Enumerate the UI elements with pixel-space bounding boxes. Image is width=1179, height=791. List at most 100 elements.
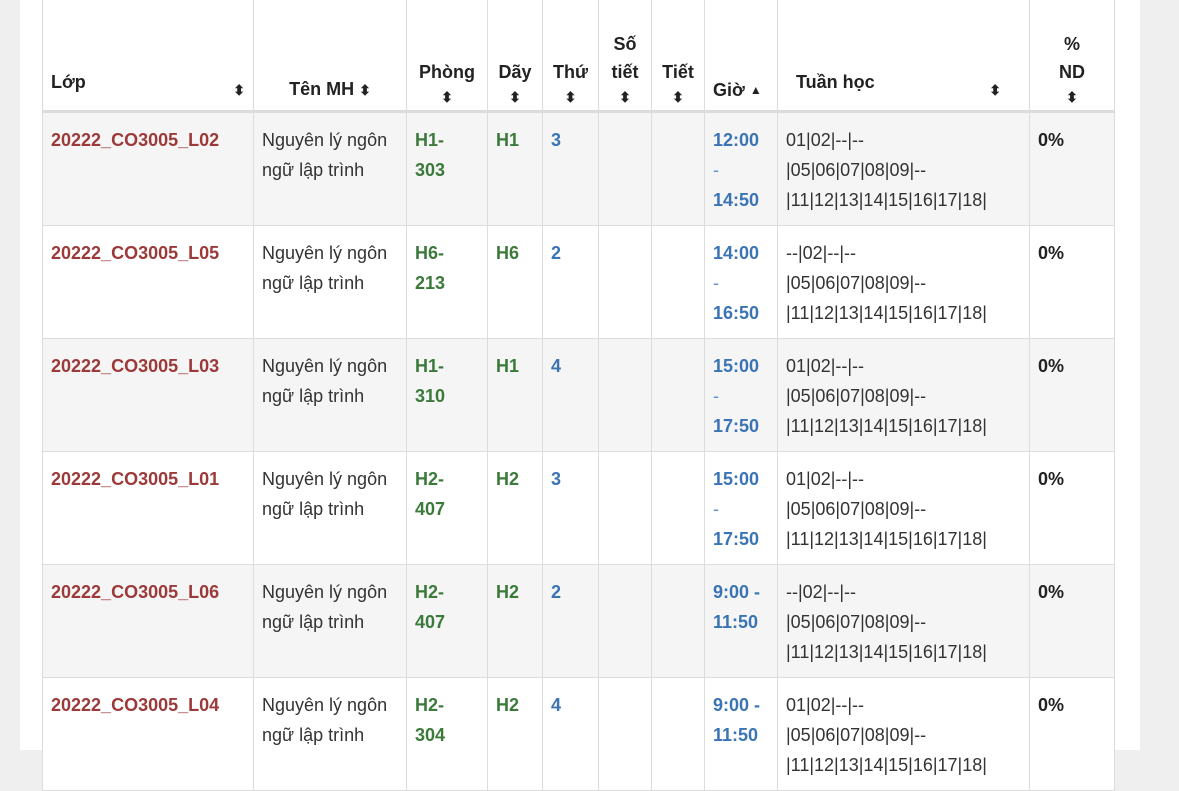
table-row[interactable]: 20222_CO3005_L02 Nguyên lý ngôn ngữ lập t…	[42, 111, 1115, 226]
content-panel: Lớp ⬍ Tên MH ⬍ Phòng ⬍ Dãy ⬍ Thứ ⬍ Số ti…	[20, 0, 1140, 791]
weeks-line: |11|12|13|14|15|16|17|18|	[786, 755, 987, 775]
room-prefix: H1-	[415, 130, 445, 150]
percent-nd: 0%	[1038, 695, 1065, 715]
weekday: 2	[551, 243, 562, 263]
weeks-line: |05|06|07|08|09|--	[786, 386, 927, 406]
sort-up-icon[interactable]: ▲	[749, 83, 762, 97]
weeks-cell: 01|02|--|-- |05|06|07|08|09|-- |11|12|13|1…	[777, 451, 1030, 565]
column-header-tuan-hoc[interactable]: Tuần học ⬍	[777, 0, 1030, 113]
time-separator: -	[713, 499, 719, 519]
class-code-cell[interactable]: 20222_CO3005_L01	[42, 451, 254, 565]
column-header-thu[interactable]: Thứ ⬍	[542, 0, 599, 113]
column-header-so-tiet[interactable]: Số tiết ⬍	[598, 0, 652, 113]
room-number: 213	[415, 273, 446, 293]
weeks-line: |11|12|13|14|15|16|17|18|	[786, 190, 987, 210]
class-code[interactable]: 20222_CO3005_L01	[51, 469, 220, 489]
percent-nd-cell: 0%	[1029, 338, 1115, 452]
column-header-phong[interactable]: Phòng ⬍	[406, 0, 488, 113]
building-cell: H1	[487, 338, 543, 452]
tiet-cell	[651, 451, 705, 565]
table-row[interactable]: 20222_CO3005_L03 Nguyên lý ngôn ngữ lập t…	[42, 338, 1115, 452]
weeks-cell: --|02|--|-- |05|06|07|08|09|-- |11|12|13|1…	[777, 564, 1030, 678]
weeks-cell: 01|02|--|-- |05|06|07|08|09|-- |11|12|13|1…	[777, 677, 1030, 791]
percent-nd-cell: 0%	[1029, 111, 1115, 226]
table-row[interactable]: 20222_CO3005_L05 Nguyên lý ngôn ngữ lập t…	[42, 225, 1115, 339]
weekday: 4	[551, 695, 562, 715]
class-code[interactable]: 20222_CO3005_L06	[51, 582, 220, 602]
class-code[interactable]: 20222_CO3005_L05	[51, 243, 220, 263]
table-row[interactable]: 20222_CO3005_L06 Nguyên lý ngôn ngữ lập t…	[42, 564, 1115, 678]
sort-icon[interactable]: ⬍	[359, 82, 371, 98]
room-cell: H6- 213	[406, 225, 488, 339]
sort-icon[interactable]: ⬍	[989, 82, 1001, 98]
class-code-cell[interactable]: 20222_CO3005_L04	[42, 677, 254, 791]
room-number: 310	[415, 386, 446, 406]
room-number: 303	[415, 160, 446, 180]
column-header-nd[interactable]: % ND ⬍	[1029, 0, 1115, 113]
time-cell: 15:00 - 17:50	[704, 338, 778, 452]
column-header-tiet[interactable]: Tiết ⬍	[651, 0, 705, 113]
sort-icon[interactable]: ⬍	[672, 89, 684, 105]
header-label: Dãy	[498, 62, 532, 82]
class-code[interactable]: 20222_CO3005_L04	[51, 695, 220, 715]
weeks-line: --|02|--|--	[786, 582, 857, 602]
weeks-line: 01|02|--|--	[786, 356, 865, 376]
header-label: Số	[613, 34, 637, 54]
column-header-ten-mh[interactable]: Tên MH ⬍	[253, 0, 407, 113]
header-label: Tên MH	[289, 79, 355, 99]
class-code-cell[interactable]: 20222_CO3005_L03	[42, 338, 254, 452]
building: H1	[496, 130, 520, 150]
so-tiet-cell	[598, 338, 652, 452]
weeks-line: |05|06|07|08|09|--	[786, 612, 927, 632]
percent-nd: 0%	[1038, 356, 1065, 376]
tiet-cell	[651, 225, 705, 339]
sort-icon[interactable]: ⬍	[233, 82, 245, 98]
header-label: %	[1063, 34, 1080, 54]
class-code[interactable]: 20222_CO3005_L03	[51, 356, 220, 376]
sort-icon[interactable]: ⬍	[441, 89, 453, 105]
class-code-cell[interactable]: 20222_CO3005_L06	[42, 564, 254, 678]
building: H2	[496, 582, 520, 602]
so-tiet-cell	[598, 225, 652, 339]
time-cell: 9:00 - 11:50	[704, 677, 778, 791]
so-tiet-cell	[598, 451, 652, 565]
course-name: Nguyên lý ngôn ngữ lập trình	[262, 356, 388, 406]
time-cell: 14:00 - 16:50	[704, 225, 778, 339]
sort-icon[interactable]: ⬍	[619, 89, 631, 105]
header-label: Lớp	[51, 72, 86, 92]
class-code-cell[interactable]: 20222_CO3005_L02	[42, 111, 254, 226]
time-start: 15:00	[713, 356, 760, 376]
sort-icon[interactable]: ⬍	[564, 89, 577, 105]
column-header-gio[interactable]: Giờ ▲	[704, 0, 778, 113]
header-label: Thứ	[552, 62, 589, 82]
building-cell: H2	[487, 451, 543, 565]
class-code-cell[interactable]: 20222_CO3005_L05	[42, 225, 254, 339]
class-code[interactable]: 20222_CO3005_L02	[51, 130, 220, 150]
sort-icon[interactable]: ⬍	[509, 89, 521, 105]
sort-icon[interactable]: ⬍	[1066, 89, 1078, 105]
so-tiet-cell	[598, 111, 652, 226]
course-name: Nguyên lý ngôn ngữ lập trình	[262, 582, 388, 632]
table-row[interactable]: 20222_CO3005_L04 Nguyên lý ngôn ngữ lập t…	[42, 677, 1115, 791]
column-header-lop[interactable]: Lớp ⬍	[42, 0, 254, 113]
weeks-line: |11|12|13|14|15|16|17|18|	[786, 416, 987, 436]
column-header-day[interactable]: Dãy ⬍	[487, 0, 543, 113]
building: H6	[496, 243, 520, 263]
weekday-cell: 4	[542, 338, 599, 452]
time-start: 12:00	[713, 130, 760, 150]
course-name-cell: Nguyên lý ngôn ngữ lập trình	[253, 338, 407, 452]
time-end: 17:50	[713, 416, 760, 436]
building-cell: H2	[487, 677, 543, 791]
table-row[interactable]: 20222_CO3005_L01 Nguyên lý ngôn ngữ lập t…	[42, 451, 1115, 565]
building: H1	[496, 356, 520, 376]
weeks-cell: --|02|--|-- |05|06|07|08|09|-- |11|12|13|1…	[777, 225, 1030, 339]
weeks-line: --|02|--|--	[786, 243, 857, 263]
percent-nd-cell: 0%	[1029, 451, 1115, 565]
course-name-cell: Nguyên lý ngôn ngữ lập trình	[253, 451, 407, 565]
weeks-line: |05|06|07|08|09|--	[786, 160, 927, 180]
time-start: 9:00 -	[713, 695, 761, 715]
time-end: 11:50	[713, 612, 759, 632]
weekday: 3	[551, 130, 562, 150]
time-start: 9:00 -	[713, 582, 761, 602]
percent-nd: 0%	[1038, 582, 1065, 602]
